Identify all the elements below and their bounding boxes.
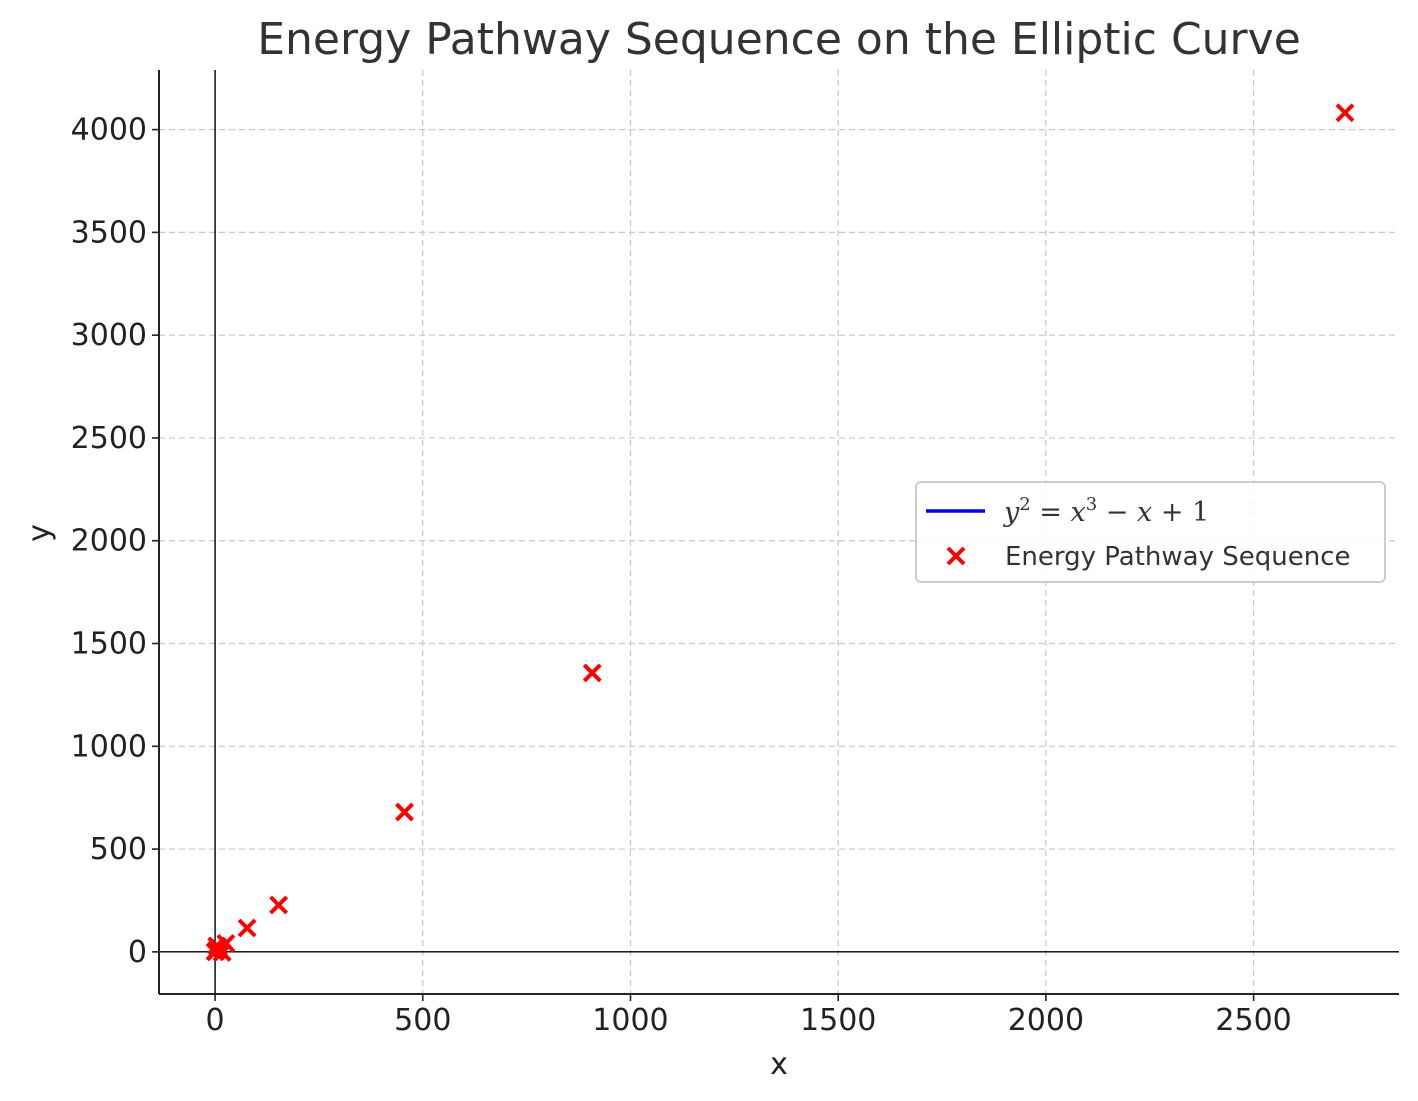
data-point-marker	[216, 934, 236, 953]
data-point-marker	[1335, 103, 1355, 123]
legend-marker-swatch	[946, 546, 966, 566]
y-tick-label: 500	[90, 832, 147, 867]
axis-ticks: 0 500 1000 1500 2000 2500 0 500 1000 1500 2000 2500…	[71, 113, 1292, 1038]
marker-stroke	[395, 802, 414, 822]
x-tick-label: 1000	[592, 1003, 668, 1038]
axes-spines	[158, 70, 1399, 995]
y-tick-label: 2500	[71, 421, 147, 456]
y-tick-label: 3000	[71, 318, 147, 353]
data-point-marker	[237, 918, 257, 938]
y-tick-label: 1000	[71, 729, 147, 764]
x-tick-label: 500	[394, 1003, 451, 1038]
chart-title: Energy Pathway Sequence on the Elliptic …	[257, 14, 1301, 65]
legend-scatter-label: Energy Pathway Sequence	[1005, 542, 1351, 572]
scatter-series	[205, 103, 1355, 962]
x-tick-label: 0	[206, 1003, 225, 1038]
x-tick-label: 2000	[1008, 1003, 1084, 1038]
y-tick-label: 3500	[71, 215, 147, 250]
x-axis-label: x	[770, 1047, 788, 1082]
y-tick-label: 2000	[71, 524, 147, 559]
data-point-marker	[269, 895, 289, 915]
marker-stroke	[1335, 103, 1355, 123]
legend: y2 = x3 − x + 1 Energy Pathway Sequence	[915, 481, 1386, 583]
marker-stroke	[582, 663, 602, 683]
data-point-marker	[582, 663, 602, 683]
x-tick-label: 1500	[800, 1003, 876, 1038]
x-tick-label: 2500	[1215, 1003, 1291, 1038]
legend-curve-label-y: y	[1003, 497, 1020, 528]
data-point-marker	[395, 802, 414, 822]
legend-curve-label: y2 = x3 − x + 1	[1003, 494, 1209, 528]
y-axis-label: y	[22, 524, 57, 542]
marker-stroke	[216, 934, 236, 953]
marker-stroke	[269, 895, 289, 915]
y-tick-label: 4000	[71, 113, 147, 148]
zero-lines	[159, 70, 1399, 994]
marker-stroke	[237, 918, 257, 938]
y-tick-label: 0	[128, 935, 147, 970]
y-tick-label: 1500	[71, 627, 147, 662]
legend-frame	[915, 481, 1386, 583]
